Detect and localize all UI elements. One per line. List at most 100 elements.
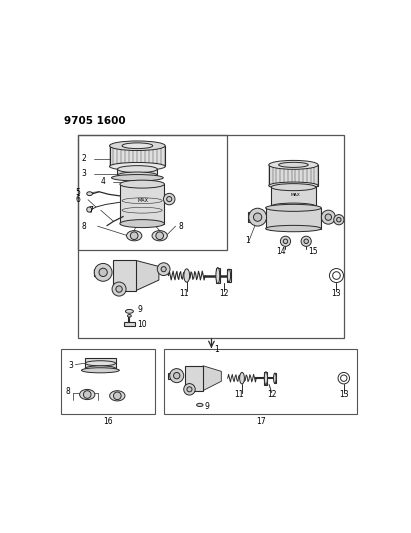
Text: 6: 6 [75,195,80,204]
Ellipse shape [127,314,132,317]
Circle shape [99,268,107,277]
Ellipse shape [274,373,276,383]
Ellipse shape [122,143,153,149]
Ellipse shape [111,175,163,181]
Text: 14: 14 [276,247,286,256]
Ellipse shape [269,182,318,189]
Bar [79,135,344,337]
Ellipse shape [240,373,245,384]
Circle shape [325,214,332,220]
Circle shape [187,387,192,392]
Circle shape [167,197,172,201]
Text: 16: 16 [103,417,113,426]
Polygon shape [203,366,221,391]
Bar [264,372,268,384]
Ellipse shape [196,403,203,407]
Circle shape [301,236,311,246]
Circle shape [156,232,164,239]
Text: 7: 7 [88,206,93,215]
Circle shape [337,217,341,222]
Ellipse shape [125,310,134,313]
Text: 10: 10 [137,320,147,329]
Bar [168,373,177,379]
Text: 8: 8 [82,222,86,231]
Ellipse shape [110,391,125,401]
Bar [85,358,115,368]
Bar [131,179,141,185]
Ellipse shape [127,231,142,241]
Circle shape [283,239,288,244]
Circle shape [170,369,184,383]
Circle shape [334,215,344,225]
Text: MAX: MAX [291,193,301,197]
Text: 9: 9 [137,305,142,314]
Bar [227,269,231,282]
Circle shape [304,239,308,244]
Text: 1: 1 [215,345,219,354]
Circle shape [161,266,166,272]
Bar [185,366,203,391]
Circle shape [87,207,92,212]
Circle shape [173,373,180,379]
Circle shape [157,263,170,276]
Circle shape [341,375,347,382]
Circle shape [338,373,349,384]
Ellipse shape [266,204,321,212]
Circle shape [332,272,340,279]
Text: 12: 12 [219,288,229,297]
Ellipse shape [120,220,164,228]
Bar [120,184,164,224]
Circle shape [249,208,267,226]
Text: 9705 1600: 9705 1600 [64,116,126,126]
Bar [271,187,316,206]
Ellipse shape [269,160,318,169]
Circle shape [83,391,91,398]
Text: 1: 1 [245,236,249,245]
Ellipse shape [184,269,189,282]
Text: 17: 17 [256,417,266,426]
Circle shape [112,282,126,296]
Ellipse shape [152,231,167,241]
Text: 12: 12 [267,390,276,399]
Ellipse shape [266,225,321,232]
Text: 4: 4 [101,177,106,186]
Text: 11: 11 [234,390,244,399]
Bar [266,208,321,229]
Bar [164,349,357,414]
Ellipse shape [279,163,308,167]
Ellipse shape [271,203,316,209]
Ellipse shape [85,361,115,366]
Ellipse shape [264,372,268,384]
Text: 8: 8 [66,387,70,397]
Text: 15: 15 [308,247,317,256]
Circle shape [130,232,138,239]
Text: 11: 11 [179,288,188,297]
Circle shape [94,263,112,281]
Bar [113,261,136,290]
Text: 3: 3 [69,361,74,370]
Text: 13: 13 [332,288,341,297]
Bar [109,146,165,166]
Ellipse shape [109,163,165,171]
Ellipse shape [81,368,119,373]
Circle shape [116,286,122,292]
Ellipse shape [80,390,95,400]
Circle shape [321,210,335,224]
Text: 2: 2 [82,154,86,163]
Ellipse shape [85,366,115,371]
Circle shape [280,236,291,246]
Text: MAX: MAX [137,198,148,203]
Circle shape [164,193,175,205]
Circle shape [330,269,344,282]
Ellipse shape [120,180,164,188]
Bar [124,322,135,326]
Polygon shape [136,261,159,290]
Circle shape [113,392,121,400]
Bar [118,163,157,175]
Text: 13: 13 [339,390,349,399]
Ellipse shape [118,166,157,173]
Circle shape [254,213,262,221]
Bar [248,212,258,222]
Bar [274,373,276,383]
Ellipse shape [87,192,92,196]
